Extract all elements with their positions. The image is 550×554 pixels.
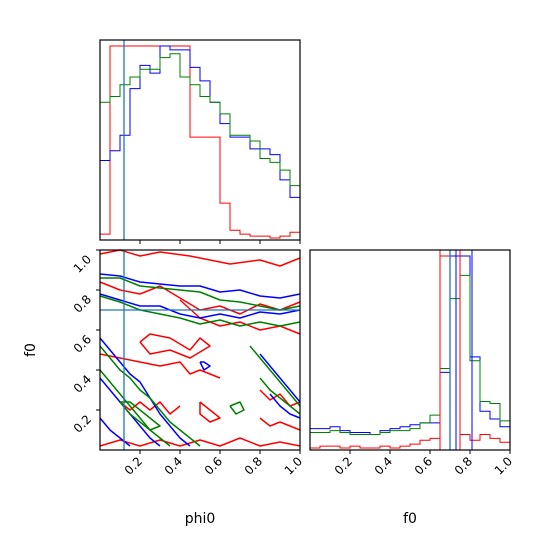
phi0-histogram-panel (99, 39, 301, 244)
red-contour-line (199, 401, 221, 423)
red-contour-line (119, 401, 181, 415)
green-contour-line (229, 401, 245, 415)
y-tick-label: 0.2 (71, 412, 94, 435)
x-tick-label: 0.8 (452, 454, 475, 477)
red-contour-line (99, 281, 301, 315)
blue-contour-line (269, 393, 301, 419)
x-tick-label: 1.0 (282, 454, 305, 477)
x-tick-label: 1.0 (492, 454, 515, 477)
x-tick-label: 0.8 (242, 454, 265, 477)
red-contour-line (259, 417, 301, 431)
contour-frame (99, 249, 301, 451)
blue-contour-line (259, 353, 301, 403)
red-histogram-step (309, 255, 511, 450)
green-contour-line (119, 401, 161, 431)
x-tick-label: 0.4 (372, 454, 395, 477)
x-tick-label: 0.6 (412, 454, 435, 477)
blue-contour-line (99, 273, 301, 299)
blue-contour-line (99, 337, 191, 447)
f0-histogram-frame (309, 249, 511, 451)
green-contour-line (99, 369, 171, 447)
x-axis-label-phi0: phi0 (185, 511, 216, 527)
green-histogram-step (99, 53, 301, 240)
blue-contour-line (99, 417, 131, 447)
y-tick-label: 0.6 (71, 332, 94, 355)
phi0-f0-contour-panel: 0.2 0.4 0.6 0.8 1.0 0.2 0.4 0.6 0.8 1.0 (71, 249, 305, 478)
red-contour-line (99, 353, 221, 379)
green-histogram-step (309, 274, 511, 450)
y-axis-label-f0: f0 (23, 343, 39, 357)
blue-histogram-step (99, 45, 301, 240)
green-contour-line (259, 377, 301, 415)
red-contour-line (139, 333, 211, 359)
blue-contour-line (99, 377, 161, 447)
x-axis-label-f0: f0 (403, 511, 417, 527)
phi0-histogram-frame (99, 39, 301, 241)
x-tick-label: 0.6 (202, 454, 225, 477)
x-tick-label: 0.4 (162, 454, 185, 477)
green-contour-line (100, 277, 301, 311)
red-contour-line (259, 389, 301, 407)
y-tick-label: 0.8 (71, 292, 94, 315)
blue-contour-line (199, 361, 211, 371)
blue-contour-line (99, 293, 301, 319)
x-tick-label: 0.2 (332, 454, 355, 477)
x-tick-label: 0.2 (122, 454, 145, 477)
blue-histogram-step (309, 255, 511, 450)
y-tick-label: 0.4 (71, 372, 94, 395)
red-histogram-step (99, 45, 301, 240)
y-tick-label: 1.0 (71, 252, 94, 275)
red-contour-line (99, 249, 301, 267)
red-contour-line (99, 437, 301, 447)
green-contour-line (99, 345, 201, 447)
green-contour-line (249, 345, 301, 407)
f0-histogram-panel: 0.2 0.4 0.6 0.8 1.0 (309, 249, 515, 478)
green-contour-line (99, 295, 301, 327)
